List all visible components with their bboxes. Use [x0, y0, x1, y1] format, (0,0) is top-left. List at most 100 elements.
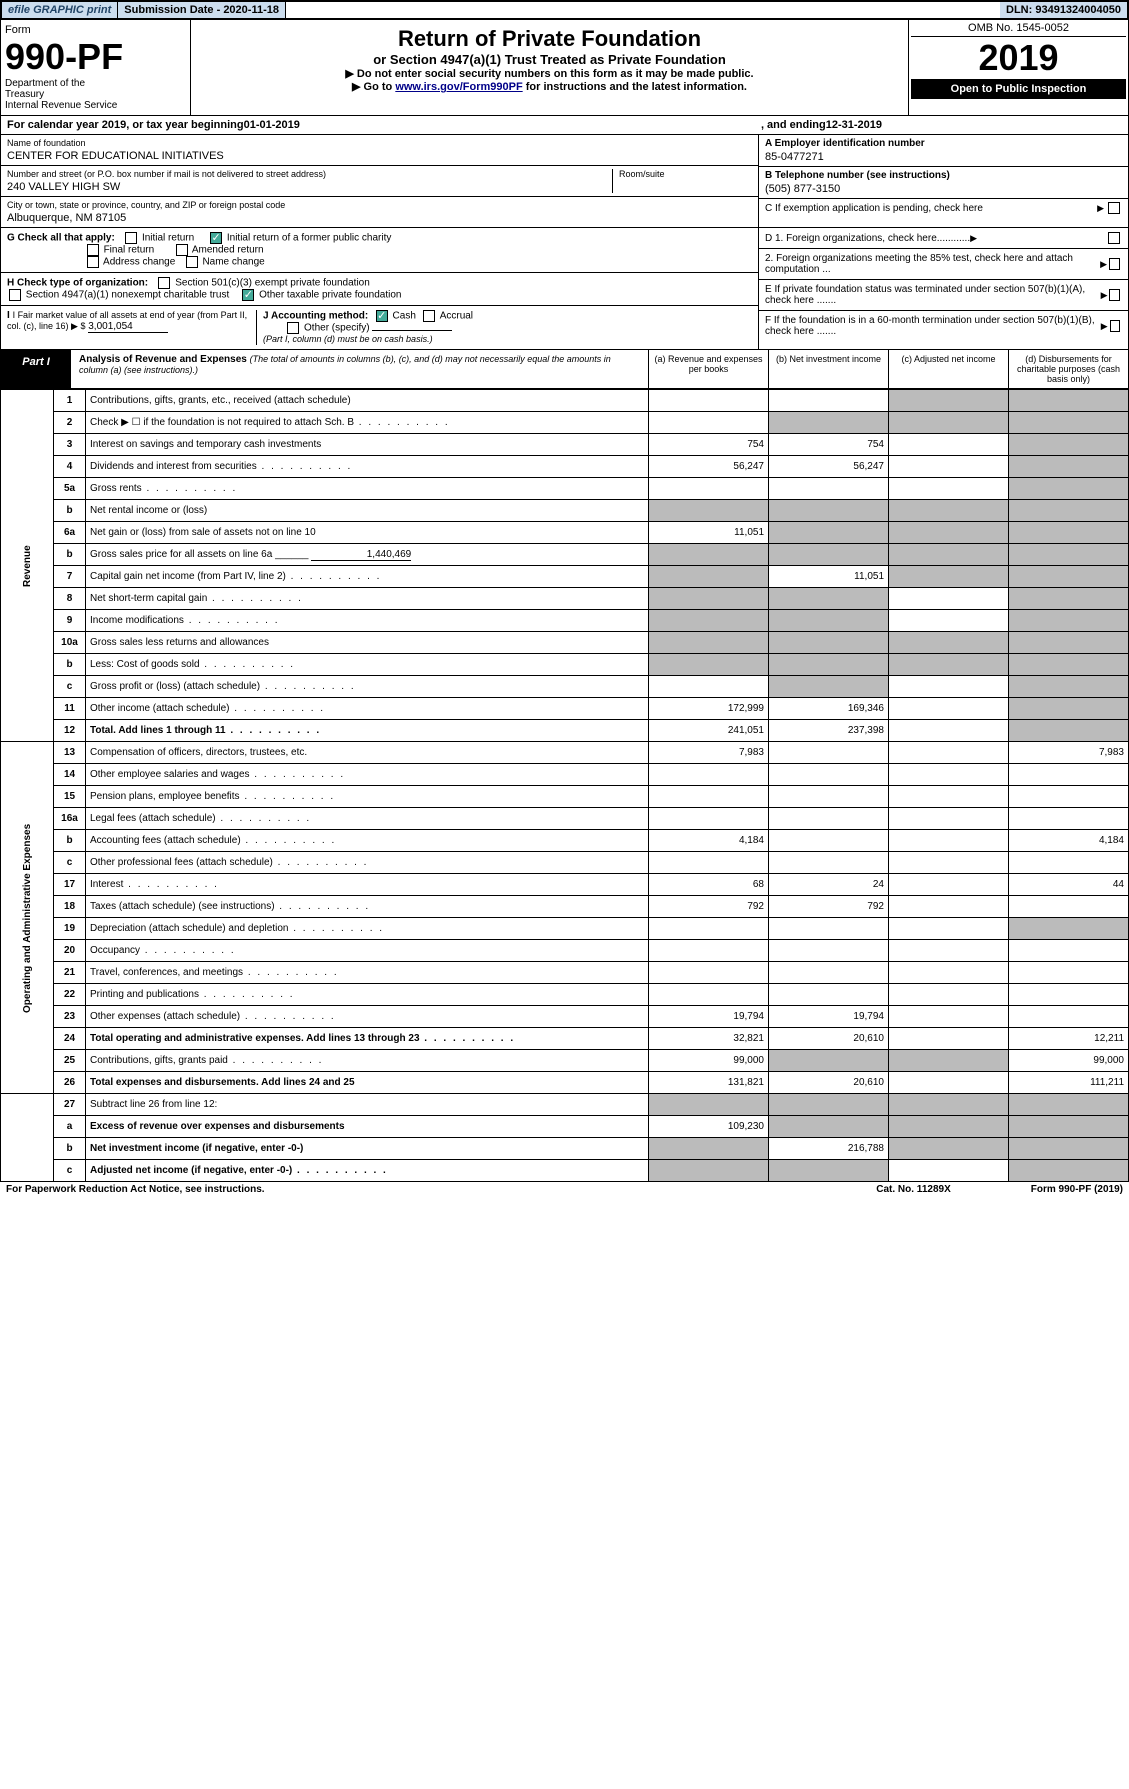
f-checkbox[interactable]: [1110, 320, 1120, 332]
line-description: Other income (attach schedule): [86, 698, 649, 720]
efile-label[interactable]: efile GRAPHIC print: [2, 2, 118, 18]
other-taxable-checkbox[interactable]: [242, 289, 254, 301]
amount-cell: [649, 478, 769, 500]
line-description: Travel, conferences, and meetings: [86, 962, 649, 984]
amount-cell: 7,983: [1009, 742, 1129, 764]
line-number: 22: [54, 984, 86, 1006]
amount-cell: [649, 412, 769, 434]
name-change-checkbox[interactable]: [186, 256, 198, 268]
line-number: 11: [54, 698, 86, 720]
line-description: Net investment income (if negative, ente…: [86, 1138, 649, 1160]
amount-cell: [889, 1072, 1009, 1094]
amount-cell: [649, 1160, 769, 1182]
address-change-checkbox[interactable]: [87, 256, 99, 268]
amount-cell: [889, 610, 1009, 632]
amount-cell: [769, 1116, 889, 1138]
arrow-icon: [1097, 203, 1106, 214]
amount-cell: [769, 830, 889, 852]
amount-cell: [889, 962, 1009, 984]
cat-no: Cat. No. 11289X: [876, 1184, 950, 1195]
cash-checkbox[interactable]: [376, 310, 388, 322]
amount-cell: 172,999: [649, 698, 769, 720]
amount-cell: [1009, 588, 1129, 610]
amount-cell: 754: [649, 434, 769, 456]
entity-info: Name of foundation CENTER FOR EDUCATIONA…: [0, 135, 1129, 228]
amount-cell: [769, 1094, 889, 1116]
amount-cell: [769, 478, 889, 500]
amount-cell: [1009, 984, 1129, 1006]
d2-checkbox[interactable]: [1109, 258, 1120, 270]
amount-cell: [649, 940, 769, 962]
amount-cell: [1009, 456, 1129, 478]
c-pending-checkbox[interactable]: [1108, 202, 1120, 214]
d1-checkbox[interactable]: [1108, 232, 1120, 244]
line-description: Printing and publications: [86, 984, 649, 1006]
amount-cell: [769, 786, 889, 808]
amount-cell: [769, 390, 889, 412]
line-description: Adjusted net income (if negative, enter …: [86, 1160, 649, 1182]
line-number: 18: [54, 896, 86, 918]
amount-cell: [769, 764, 889, 786]
amount-cell: [889, 1028, 1009, 1050]
initial-former-checkbox[interactable]: [210, 232, 222, 244]
instructions-link[interactable]: www.irs.gov/Form990PF: [395, 81, 522, 93]
amount-cell: [889, 522, 1009, 544]
amount-cell: [649, 764, 769, 786]
line-number: c: [54, 852, 86, 874]
amount-cell: [769, 632, 889, 654]
addr-label: Number and street (or P.O. box number if…: [7, 169, 612, 179]
amount-cell: [1009, 896, 1129, 918]
amount-cell: [889, 786, 1009, 808]
line-number: 13: [54, 742, 86, 764]
line-description: Accounting fees (attach schedule): [86, 830, 649, 852]
top-bar: efile GRAPHIC print Submission Date - 20…: [0, 0, 1129, 20]
sec4947-checkbox[interactable]: [9, 289, 21, 301]
amount-cell: [649, 566, 769, 588]
amount-cell: 216,788: [769, 1138, 889, 1160]
line-number: 14: [54, 764, 86, 786]
initial-return-checkbox[interactable]: [125, 232, 137, 244]
page-footer: For Paperwork Reduction Act Notice, see …: [0, 1182, 1129, 1197]
amount-cell: [769, 544, 889, 566]
line-number: 23: [54, 1006, 86, 1028]
amount-cell: 7,983: [649, 742, 769, 764]
paperwork-notice: For Paperwork Reduction Act Notice, see …: [6, 1184, 265, 1195]
amount-cell: [1009, 522, 1129, 544]
amount-cell: [1009, 1006, 1129, 1028]
submission-date: Submission Date - 2020-11-18: [118, 2, 286, 18]
dept-label: Department of theTreasuryInternal Revenu…: [5, 78, 186, 111]
line-number: b: [54, 500, 86, 522]
line-number: 24: [54, 1028, 86, 1050]
amount-cell: [769, 984, 889, 1006]
dln: DLN: 93491324004050: [1000, 2, 1127, 18]
amended-return-checkbox[interactable]: [176, 244, 188, 256]
c-pending-label: C If exemption application is pending, c…: [765, 203, 983, 214]
amount-cell: [1009, 1094, 1129, 1116]
amount-cell: [649, 984, 769, 1006]
line-description: Other employee salaries and wages: [86, 764, 649, 786]
amount-cell: 20,610: [769, 1028, 889, 1050]
side-label: Revenue: [1, 390, 54, 742]
accrual-checkbox[interactable]: [423, 310, 435, 322]
amount-cell: [889, 588, 1009, 610]
final-return-checkbox[interactable]: [87, 244, 99, 256]
line-description: Net gain or (loss) from sale of assets n…: [86, 522, 649, 544]
amount-cell: [1009, 412, 1129, 434]
amount-cell: [649, 1094, 769, 1116]
other-method-checkbox[interactable]: [287, 322, 299, 334]
e-checkbox[interactable]: [1109, 289, 1120, 301]
line-description: Pension plans, employee benefits: [86, 786, 649, 808]
amount-cell: [769, 412, 889, 434]
side-label: Operating and Administrative Expenses: [1, 742, 54, 1094]
line-description: Gross profit or (loss) (attach schedule): [86, 676, 649, 698]
amount-cell: [889, 1116, 1009, 1138]
amount-cell: [769, 962, 889, 984]
line-number: c: [54, 1160, 86, 1182]
omb-number: OMB No. 1545-0052: [911, 22, 1126, 37]
street-address: 240 VALLEY HIGH SW: [7, 179, 612, 193]
line-description: Compensation of officers, directors, tru…: [86, 742, 649, 764]
line-number: 12: [54, 720, 86, 742]
sec501-checkbox[interactable]: [158, 277, 170, 289]
amount-cell: 99,000: [1009, 1050, 1129, 1072]
amount-cell: [769, 676, 889, 698]
